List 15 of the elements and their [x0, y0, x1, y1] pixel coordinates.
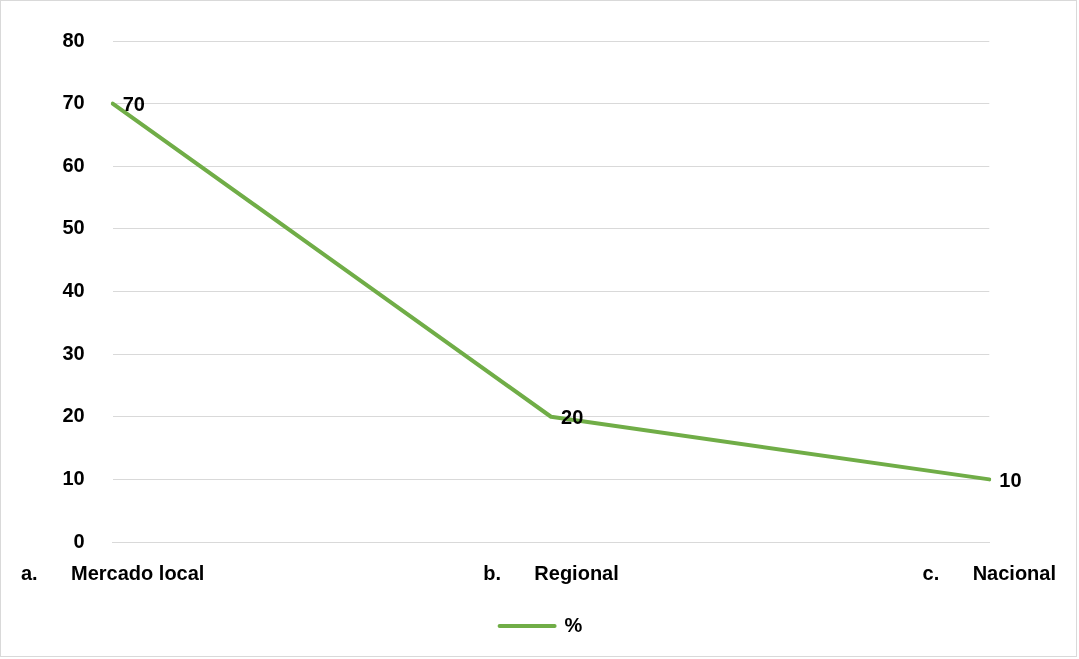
data-label: 70 [122, 93, 145, 116]
y-tick-label: 20 [62, 404, 85, 427]
y-tick-label: 70 [62, 91, 85, 114]
y-tick-label: 80 [62, 28, 85, 51]
y-tick-label: 10 [62, 466, 85, 489]
x-tick-label: b. Regional [483, 561, 619, 584]
legend-label: % [564, 613, 583, 636]
x-tick-label: a. Mercado local [21, 561, 205, 584]
y-tick-label: 0 [73, 529, 85, 552]
x-tick-label: c. Nacional [922, 561, 1057, 584]
data-label: 10 [999, 468, 1022, 491]
y-tick-label: 40 [62, 279, 85, 302]
y-tick-label: 30 [62, 341, 85, 364]
y-tick-label: 60 [62, 153, 85, 176]
y-tick-label: 50 [62, 216, 85, 239]
